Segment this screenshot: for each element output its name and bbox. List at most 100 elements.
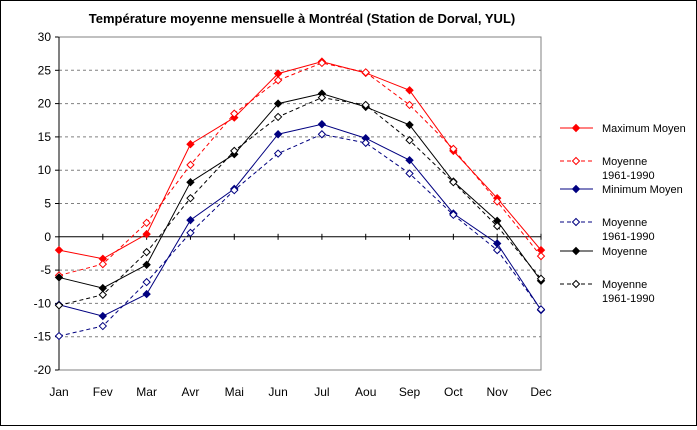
- data-point: [142, 260, 151, 269]
- y-tick-label: -15: [34, 330, 52, 344]
- legend-marker: [571, 217, 581, 227]
- data-point: [142, 229, 151, 239]
- data-point: [317, 120, 327, 129]
- data-point: [54, 273, 64, 282]
- data-point: [142, 289, 151, 299]
- data-point: [142, 218, 151, 228]
- x-tick-label: Nov: [487, 385, 508, 399]
- data-point: [361, 138, 370, 148]
- y-tick-label: 25: [38, 63, 52, 77]
- data-point: [449, 177, 458, 187]
- legend-label: Moyenne 1961-1990: [602, 217, 655, 243]
- data-point: [98, 259, 108, 269]
- data-point: [98, 290, 108, 299]
- x-tick-label: Jul: [314, 385, 329, 399]
- data-point: [273, 130, 283, 139]
- x-tick-label: Mai: [225, 385, 244, 399]
- data-point: [186, 228, 195, 238]
- data-point: [273, 99, 283, 108]
- data-point: [54, 331, 64, 341]
- data-point: [98, 321, 108, 331]
- data-point: [317, 130, 327, 139]
- legend-marker: [571, 246, 581, 256]
- data-point: [405, 136, 414, 145]
- data-point: [54, 245, 64, 255]
- y-tick-label: 20: [38, 97, 52, 111]
- data-point: [186, 177, 195, 187]
- data-point: [405, 156, 414, 165]
- y-tick-label: 10: [38, 163, 52, 177]
- data-point: [230, 109, 239, 118]
- data-point: [492, 239, 502, 248]
- data-point: [492, 245, 502, 255]
- legend-label: Maximum Moyen: [602, 123, 686, 135]
- data-point: [230, 185, 239, 195]
- legend-marker: [571, 156, 581, 166]
- gridlines: [59, 69, 541, 338]
- data-point: [449, 210, 458, 220]
- legend-label: Minimum Moyen: [602, 184, 683, 196]
- x-tick-label: Avr: [182, 385, 200, 399]
- data-point: [536, 305, 546, 314]
- data-point: [317, 58, 327, 68]
- x-tick-label: Jun: [268, 385, 287, 399]
- legend-item: Minimum Moyen: [560, 184, 683, 196]
- data-point: [405, 120, 414, 130]
- series-group: [54, 57, 546, 341]
- data-point: [405, 86, 414, 95]
- data-point: [186, 160, 195, 170]
- data-point: [186, 140, 195, 149]
- legend-label: Moyenne: [602, 246, 647, 258]
- series-5: [54, 93, 546, 310]
- legend-label: Moyenne 1961-1990: [602, 156, 655, 182]
- data-point: [54, 301, 64, 310]
- legend-item: Moyenne 1961-1990: [560, 279, 655, 305]
- data-point: [273, 149, 283, 158]
- x-tick-label: Mar: [136, 385, 157, 399]
- legend-item: Maximum Moyen: [560, 123, 686, 135]
- data-point: [98, 311, 108, 321]
- series-line: [58, 93, 542, 289]
- data-point: [273, 76, 283, 85]
- y-tick-label: 0: [44, 230, 51, 244]
- data-point: [492, 221, 502, 231]
- series-line: [58, 61, 542, 260]
- data-point: [361, 68, 370, 77]
- series-0: [54, 57, 546, 263]
- data-point: [405, 100, 414, 110]
- x-tick-label: Aou: [355, 385, 376, 399]
- y-tick-label: -5: [40, 263, 51, 277]
- data-point: [142, 247, 151, 257]
- data-point: [273, 112, 283, 122]
- data-point: [536, 251, 546, 261]
- series-line: [58, 62, 542, 276]
- legend-item: Moyenne 1961-1990: [560, 156, 655, 182]
- data-point: [98, 283, 108, 293]
- legend-marker: [571, 184, 581, 194]
- legend: Maximum Moyen Moyenne 1961-1990 Minimum Moy…: [560, 123, 686, 305]
- data-point: [186, 215, 195, 225]
- y-tick-label: -10: [34, 296, 52, 310]
- chart-title: Température moyenne mensuelle à Montréal…: [89, 11, 515, 26]
- data-point: [405, 169, 414, 178]
- data-point: [492, 197, 502, 206]
- y-tick-label: -20: [34, 363, 52, 377]
- series-3: [54, 130, 546, 341]
- data-point: [536, 274, 546, 283]
- legend-label: Moyenne 1961-1990: [602, 279, 655, 305]
- series-2: [54, 120, 546, 321]
- data-point: [361, 100, 370, 110]
- x-tick-label: Sep: [399, 385, 421, 399]
- legend-marker: [571, 279, 581, 289]
- data-point: [317, 93, 327, 102]
- axes: 30 25 20 15 10 5 0 -5 -10 -15 -20 Jan Fev Mar Avr Mai Ju…: [34, 30, 552, 399]
- data-point: [186, 193, 195, 203]
- data-point: [230, 146, 239, 156]
- series-line: [58, 123, 542, 317]
- legend-marker: [571, 123, 581, 133]
- y-tick-label: 15: [38, 130, 52, 144]
- x-tick-label: Fev: [93, 385, 113, 399]
- series-1: [54, 58, 546, 280]
